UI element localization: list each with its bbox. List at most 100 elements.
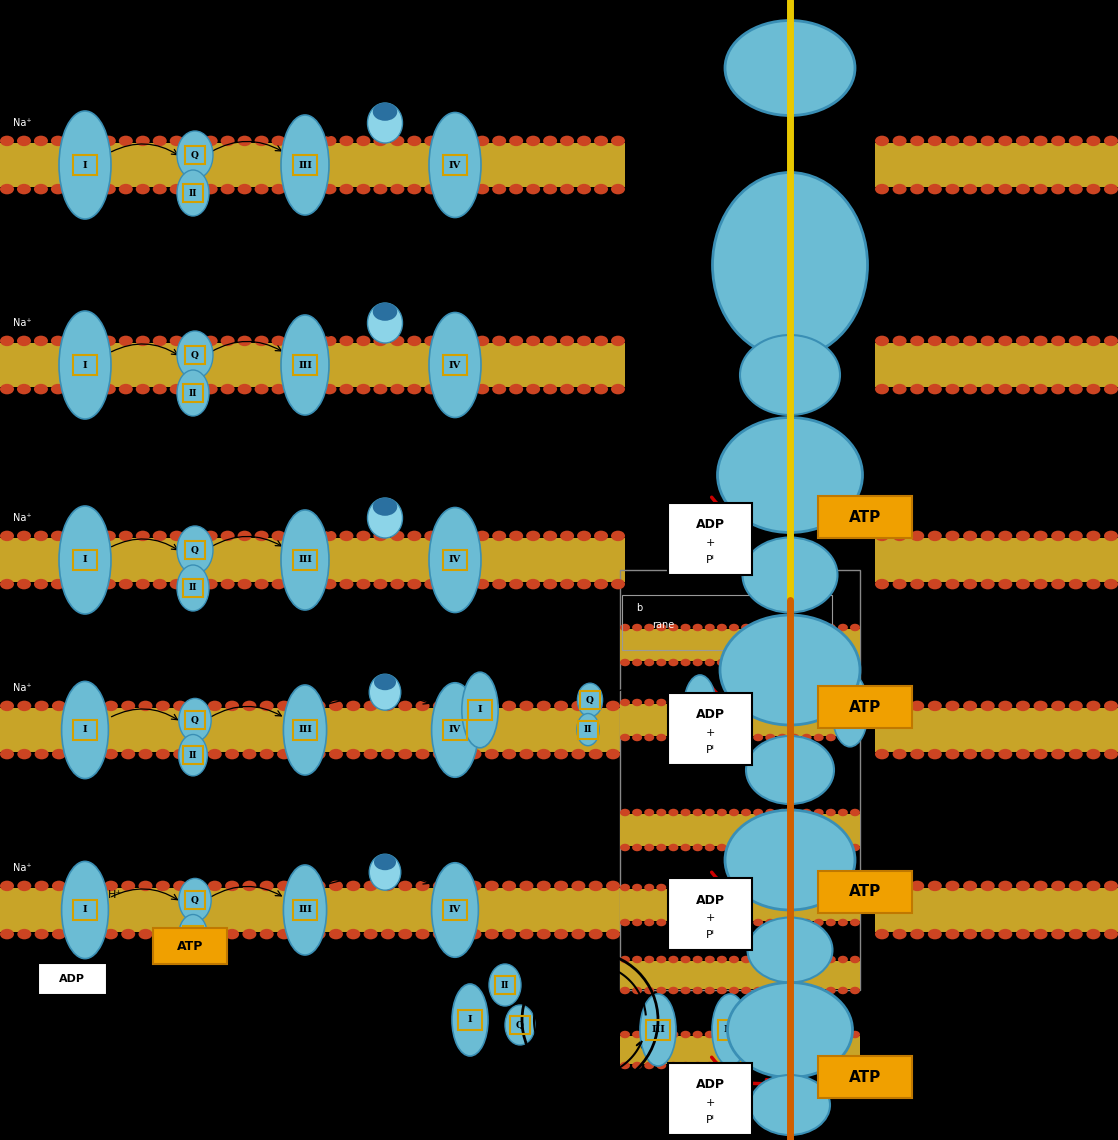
Ellipse shape	[577, 335, 591, 347]
Ellipse shape	[520, 701, 533, 711]
Text: H⁺: H⁺	[299, 490, 311, 500]
Text: Q: Q	[191, 716, 199, 725]
Ellipse shape	[789, 808, 799, 816]
Text: III: III	[299, 555, 312, 564]
Ellipse shape	[669, 987, 679, 994]
Ellipse shape	[980, 136, 995, 146]
Ellipse shape	[1069, 579, 1082, 589]
Ellipse shape	[729, 1031, 739, 1039]
Ellipse shape	[398, 749, 413, 759]
Ellipse shape	[892, 929, 907, 939]
Ellipse shape	[363, 701, 378, 711]
Ellipse shape	[612, 136, 625, 146]
Ellipse shape	[826, 884, 836, 891]
Ellipse shape	[875, 579, 889, 589]
Ellipse shape	[1069, 384, 1082, 394]
Ellipse shape	[998, 929, 1012, 939]
Ellipse shape	[220, 335, 235, 347]
Ellipse shape	[980, 701, 995, 711]
Bar	[875, 343, 1118, 386]
Ellipse shape	[742, 537, 837, 612]
Ellipse shape	[980, 184, 995, 194]
Ellipse shape	[1016, 579, 1030, 589]
Ellipse shape	[555, 880, 568, 891]
Ellipse shape	[789, 659, 799, 666]
Ellipse shape	[777, 624, 787, 632]
Text: ATP: ATP	[849, 1069, 881, 1084]
FancyBboxPatch shape	[667, 503, 752, 575]
Ellipse shape	[802, 659, 812, 666]
Text: H⁺: H⁺	[299, 663, 311, 673]
Ellipse shape	[155, 701, 170, 711]
Ellipse shape	[255, 184, 268, 194]
Bar	[0, 142, 625, 187]
Ellipse shape	[850, 624, 860, 632]
Ellipse shape	[173, 929, 187, 939]
Ellipse shape	[139, 929, 152, 939]
Ellipse shape	[322, 579, 337, 589]
Ellipse shape	[102, 136, 116, 146]
Text: Q: Q	[191, 150, 199, 160]
Ellipse shape	[741, 987, 751, 994]
Ellipse shape	[475, 384, 490, 394]
Ellipse shape	[381, 701, 395, 711]
Ellipse shape	[765, 987, 775, 994]
Ellipse shape	[777, 955, 787, 963]
Ellipse shape	[875, 701, 889, 711]
Text: Q: Q	[191, 896, 199, 904]
Ellipse shape	[432, 863, 479, 958]
Ellipse shape	[281, 315, 329, 415]
Ellipse shape	[729, 987, 739, 994]
Ellipse shape	[119, 530, 133, 542]
Ellipse shape	[305, 136, 320, 146]
Ellipse shape	[369, 674, 400, 710]
Ellipse shape	[826, 987, 836, 994]
Ellipse shape	[433, 929, 447, 939]
Ellipse shape	[704, 955, 714, 963]
Ellipse shape	[458, 335, 472, 347]
Ellipse shape	[837, 1061, 847, 1069]
Ellipse shape	[322, 335, 337, 347]
Text: Na⁺: Na⁺	[12, 513, 31, 523]
Ellipse shape	[693, 884, 702, 891]
Ellipse shape	[17, 880, 31, 891]
Ellipse shape	[789, 955, 799, 963]
Ellipse shape	[741, 884, 751, 891]
Text: Q: Q	[191, 350, 199, 359]
Ellipse shape	[826, 699, 836, 707]
Ellipse shape	[373, 530, 388, 542]
Text: I: I	[83, 555, 87, 564]
Ellipse shape	[928, 136, 941, 146]
Ellipse shape	[59, 311, 111, 420]
Ellipse shape	[527, 335, 540, 347]
Ellipse shape	[203, 335, 218, 347]
Ellipse shape	[837, 699, 847, 707]
Text: H⁺: H⁺	[448, 95, 462, 105]
Ellipse shape	[153, 530, 167, 542]
Ellipse shape	[1016, 184, 1030, 194]
Ellipse shape	[729, 659, 739, 666]
Ellipse shape	[681, 734, 691, 741]
Ellipse shape	[620, 844, 631, 852]
Text: IV: IV	[448, 905, 461, 914]
Ellipse shape	[170, 530, 183, 542]
Ellipse shape	[363, 929, 378, 939]
Ellipse shape	[555, 929, 568, 939]
Ellipse shape	[1051, 579, 1065, 589]
Ellipse shape	[741, 919, 751, 926]
Ellipse shape	[35, 701, 48, 711]
Bar	[0, 343, 625, 386]
Ellipse shape	[485, 701, 499, 711]
Ellipse shape	[51, 749, 66, 759]
Ellipse shape	[153, 184, 167, 194]
Ellipse shape	[368, 303, 402, 343]
Ellipse shape	[712, 172, 868, 358]
Ellipse shape	[475, 530, 490, 542]
Ellipse shape	[704, 699, 714, 707]
Text: b: b	[636, 603, 642, 613]
Ellipse shape	[135, 530, 150, 542]
Ellipse shape	[416, 749, 429, 759]
Ellipse shape	[357, 384, 370, 394]
Ellipse shape	[35, 749, 48, 759]
Text: I: I	[83, 725, 87, 734]
